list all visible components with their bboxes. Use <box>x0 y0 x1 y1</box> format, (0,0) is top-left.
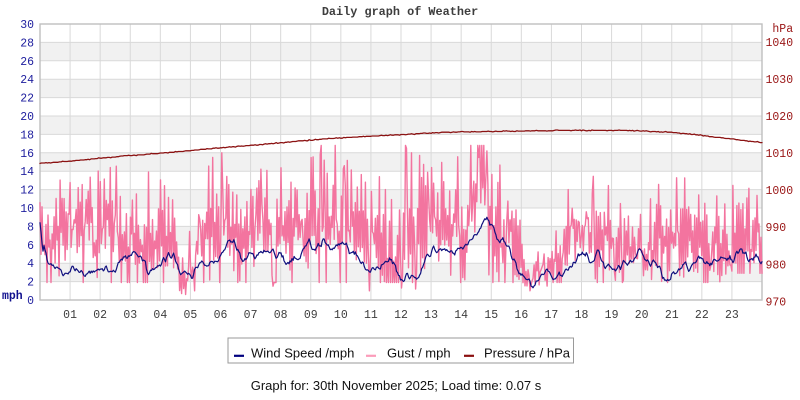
svg-text:21: 21 <box>665 309 679 322</box>
svg-text:12: 12 <box>20 185 34 198</box>
svg-text:20: 20 <box>635 309 649 322</box>
svg-text:mph: mph <box>2 290 23 303</box>
svg-text:17: 17 <box>545 309 559 322</box>
svg-text:Graph for: 30th November 2025;: Graph for: 30th November 2025; Load time… <box>251 378 542 393</box>
svg-text:hPa: hPa <box>772 23 793 36</box>
svg-text:10: 10 <box>334 309 348 322</box>
svg-text:4: 4 <box>27 258 34 271</box>
svg-text:14: 14 <box>454 309 468 322</box>
svg-text:1030: 1030 <box>766 74 794 87</box>
svg-text:16: 16 <box>514 309 528 322</box>
svg-text:07: 07 <box>244 309 258 322</box>
svg-text:23: 23 <box>725 309 739 322</box>
svg-text:13: 13 <box>424 309 438 322</box>
svg-text:30: 30 <box>20 19 34 32</box>
svg-text:19: 19 <box>605 309 619 322</box>
svg-text:22: 22 <box>695 309 709 322</box>
svg-text:05: 05 <box>184 309 198 322</box>
svg-text:0: 0 <box>27 295 34 308</box>
svg-text:08: 08 <box>274 309 288 322</box>
svg-text:01: 01 <box>63 309 77 322</box>
svg-text:980: 980 <box>766 259 787 272</box>
svg-text:2: 2 <box>27 277 34 290</box>
svg-text:06: 06 <box>214 309 228 322</box>
svg-text:1010: 1010 <box>766 148 794 161</box>
svg-text:09: 09 <box>304 309 318 322</box>
svg-text:15: 15 <box>484 309 498 322</box>
svg-text:04: 04 <box>153 309 167 322</box>
svg-text:970: 970 <box>766 296 787 309</box>
svg-text:Gust / mph: Gust / mph <box>387 346 451 361</box>
svg-text:12: 12 <box>394 309 408 322</box>
svg-text:03: 03 <box>123 309 137 322</box>
svg-text:8: 8 <box>27 221 34 234</box>
svg-text:02: 02 <box>93 309 107 322</box>
svg-text:990: 990 <box>766 222 787 235</box>
svg-text:20: 20 <box>20 111 34 124</box>
svg-text:10: 10 <box>20 203 34 216</box>
svg-text:1020: 1020 <box>766 111 794 124</box>
svg-text:Wind Speed /mph: Wind Speed /mph <box>251 346 354 361</box>
svg-text:1040: 1040 <box>766 37 794 50</box>
svg-text:Daily graph of Weather: Daily graph of Weather <box>322 5 478 19</box>
svg-text:24: 24 <box>20 74 34 87</box>
svg-text:28: 28 <box>20 37 34 50</box>
svg-text:26: 26 <box>20 56 34 69</box>
svg-text:18: 18 <box>20 129 34 142</box>
svg-text:22: 22 <box>20 93 34 106</box>
svg-text:18: 18 <box>575 309 589 322</box>
svg-text:1000: 1000 <box>766 185 794 198</box>
svg-text:16: 16 <box>20 148 34 161</box>
svg-text:11: 11 <box>364 309 378 322</box>
svg-text:14: 14 <box>20 166 34 179</box>
svg-text:Pressure / hPa: Pressure / hPa <box>484 346 571 361</box>
svg-text:6: 6 <box>27 240 34 253</box>
